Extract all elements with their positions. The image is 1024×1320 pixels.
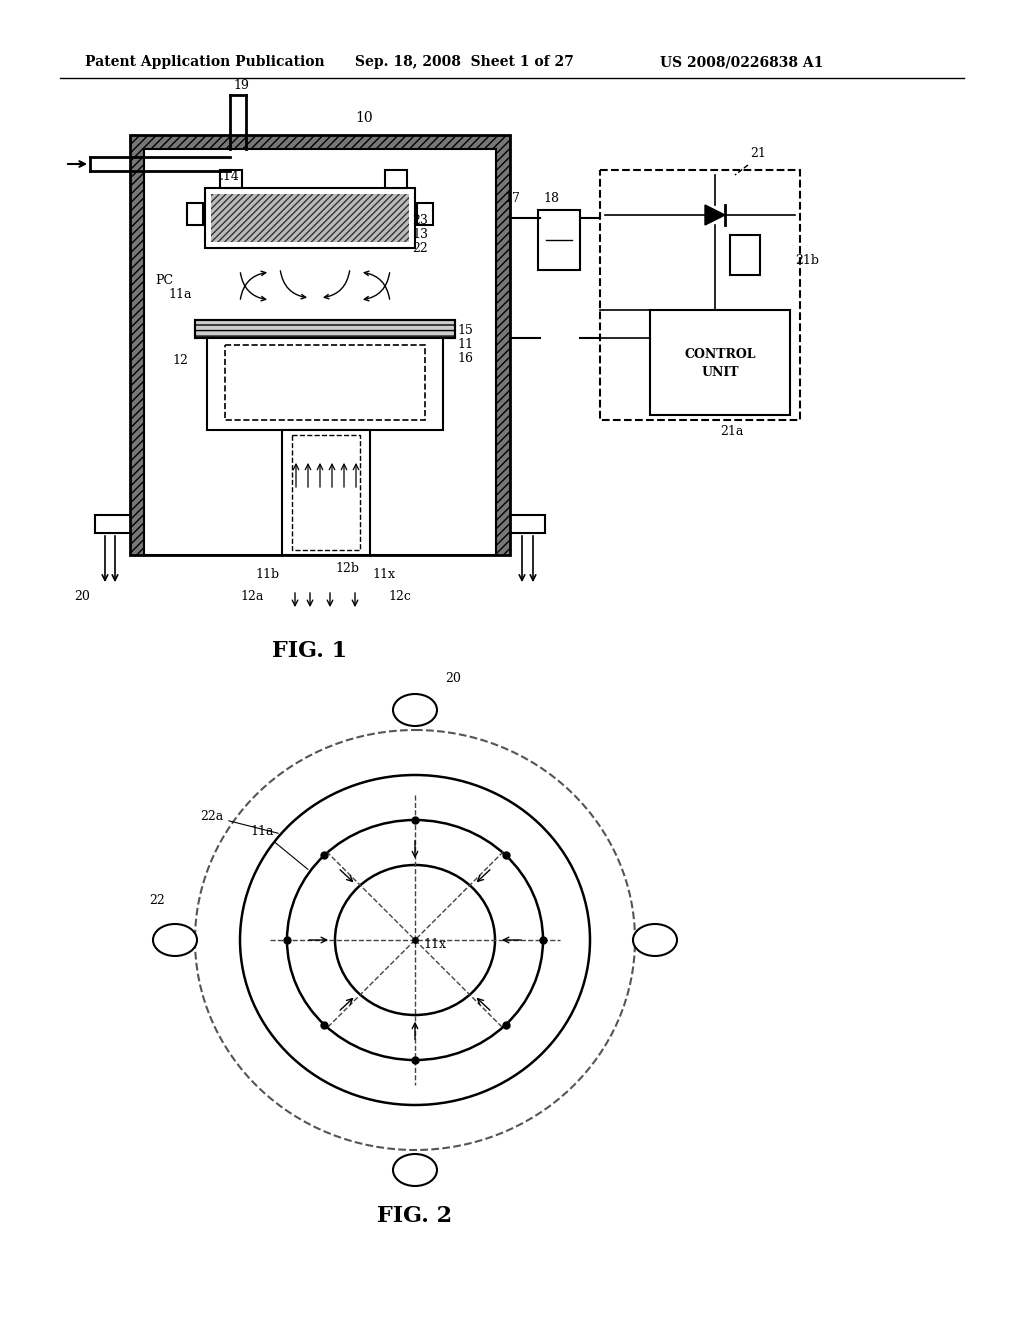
Text: 20: 20 [445,672,461,685]
Text: 12c: 12c [388,590,411,603]
Ellipse shape [633,924,677,956]
Bar [730,235,760,275]
Bar [187,203,203,224]
Text: 23: 23 [412,214,428,227]
Text: 11x: 11x [372,568,395,581]
Bar [385,170,407,187]
FancyArrowPatch shape [365,271,389,300]
Text: 11: 11 [457,338,473,351]
Bar [195,319,455,338]
Ellipse shape [153,924,197,956]
Text: 12a: 12a [241,590,264,603]
Bar [211,194,409,242]
FancyArrowPatch shape [241,271,265,300]
Bar [538,210,580,271]
Text: Sep. 18, 2008  Sheet 1 of 27: Sep. 18, 2008 Sheet 1 of 27 [355,55,573,69]
Text: US 2008/0226838 A1: US 2008/0226838 A1 [660,55,823,69]
Text: 11b: 11b [256,568,280,581]
Text: 12: 12 [172,354,188,367]
Text: UNIT: UNIT [701,366,738,379]
Text: 18: 18 [543,191,559,205]
Text: FIG. 1: FIG. 1 [272,640,347,663]
Text: .14: .14 [220,170,240,183]
FancyArrowPatch shape [365,273,389,301]
Bar [225,345,425,420]
Text: Patent Application Publication: Patent Application Publication [85,55,325,69]
Text: 22: 22 [150,894,165,907]
Bar [282,430,370,554]
Text: PC: PC [155,273,173,286]
Bar [144,149,496,554]
Text: 20: 20 [74,590,90,603]
Bar [205,187,415,248]
FancyArrowPatch shape [281,271,306,298]
FancyArrowPatch shape [325,271,349,298]
Text: 10: 10 [355,111,373,125]
Ellipse shape [393,694,437,726]
Bar [292,436,360,550]
Bar [496,135,510,554]
Polygon shape [705,205,725,224]
Text: CONTROL: CONTROL [684,348,756,360]
Text: 11x: 11x [423,937,446,950]
Bar [650,310,790,414]
Bar [220,170,242,187]
Text: 11a: 11a [250,825,308,870]
Text: 15: 15 [457,323,473,337]
Text: 22: 22 [412,242,428,255]
Text: 21: 21 [750,147,766,160]
Bar [417,203,433,224]
Text: 16: 16 [457,351,473,364]
Text: 21a: 21a [720,425,743,438]
Ellipse shape [393,1154,437,1185]
Text: 13: 13 [412,227,428,240]
Bar [207,338,443,430]
Bar [195,319,455,338]
FancyArrowPatch shape [241,273,265,301]
Text: 11a: 11a [168,289,191,301]
Text: 21b: 21b [795,253,819,267]
Text: 22a: 22a [200,810,279,833]
Bar [130,135,510,554]
Text: FIG. 2: FIG. 2 [378,1205,453,1228]
Text: 19: 19 [233,79,249,92]
Bar [600,170,800,420]
Text: 17: 17 [504,191,520,205]
Text: 12b: 12b [335,562,359,576]
Bar [130,135,510,149]
Bar [130,135,144,554]
